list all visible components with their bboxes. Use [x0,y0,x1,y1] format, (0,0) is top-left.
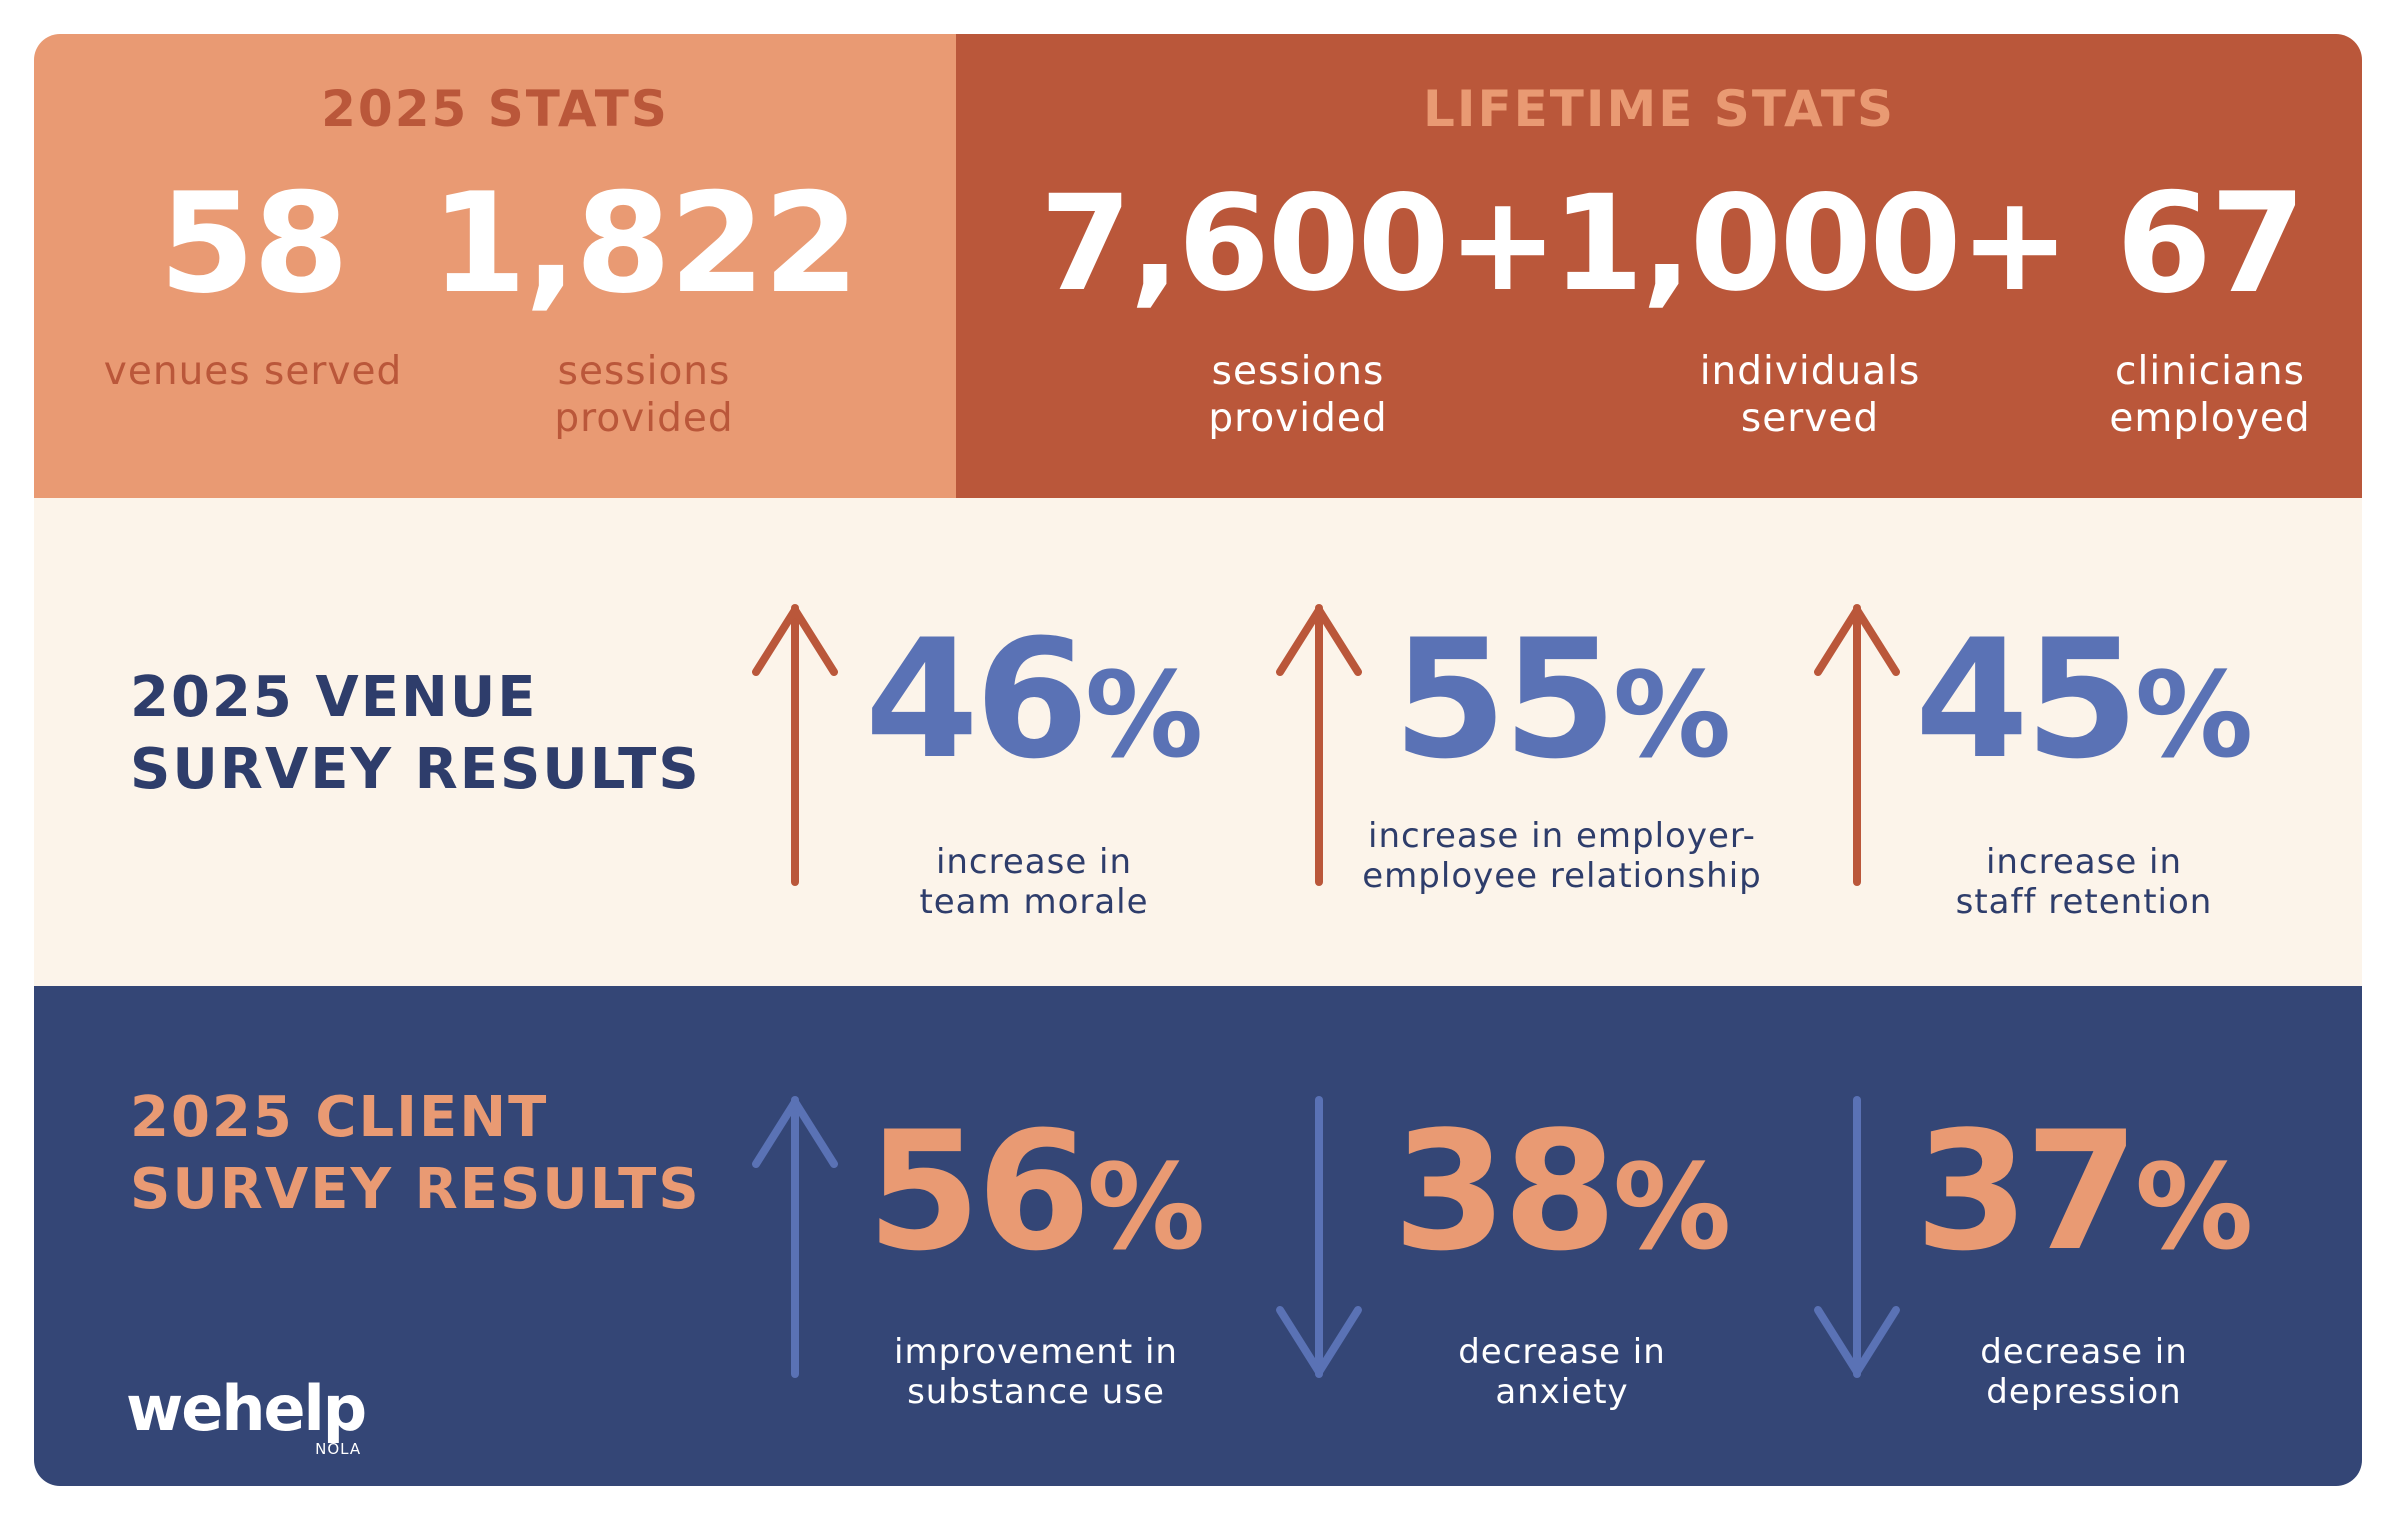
arrow-up-icon [750,1094,840,1380]
client-pct-label: decrease in depression [1980,1332,2188,1412]
pct-sign: % [1613,1138,1732,1276]
stat-value: 1,822 [430,163,860,324]
stat-value: 67 [2115,163,2306,324]
stat-label: venues served [103,349,403,394]
venue-survey-title-line2: SURVEY RESULTS [130,737,701,802]
venue-survey-band: 2025 VENUE SURVEY RESULTS 46% increase i… [34,498,2362,986]
pct-number: 45 [1914,604,2139,795]
logo-wordmark: wehelp [126,1372,367,1445]
client-pct-value: 56% [867,1110,1205,1289]
stats-2025-title: 2025 STATS [321,80,669,138]
pct-number: 56 [866,1096,1091,1287]
venue-pct-value: 46% [865,618,1203,797]
lifetime-stats-title: LIFETIME STATS [1423,80,1895,138]
pct-sign: % [2135,646,2254,784]
venue-survey-title: 2025 VENUE SURVEY RESULTS [130,662,701,806]
client-pct-value: 37% [1915,1110,2253,1289]
stat-label: clinicians employed [2109,349,2311,441]
client-survey-title-line2: SURVEY RESULTS [130,1157,701,1222]
logo-subtext: NOLA [315,1440,362,1458]
pct-number: 46 [864,604,1089,795]
arrow-up-icon [750,602,840,888]
stat-value: 7,600+ [1039,167,1558,321]
arrow-up-icon [1812,602,1902,888]
stat-label: sessions provided [554,349,734,441]
top-stats-band: 2025 STATS 58 venues served 1,822 sessio… [34,34,2362,498]
client-survey-band: 2025 CLIENT SURVEY RESULTS 56% improveme… [34,986,2362,1486]
stats-2025-panel: 2025 STATS 58 venues served 1,822 sessio… [34,34,956,498]
pct-number: 38 [1392,1096,1617,1287]
venue-pct-label: increase in staff retention [1955,842,2213,922]
pct-sign: % [1613,646,1732,784]
client-pct-value: 38% [1393,1110,1731,1289]
stat-value: 58 [158,163,349,324]
pct-sign: % [1085,646,1204,784]
client-pct-label: decrease in anxiety [1458,1332,1666,1412]
arrow-down-icon [1274,1094,1364,1380]
pct-number: 37 [1914,1096,2139,1287]
stat-label: individuals served [1699,349,1921,441]
venue-survey-title-line1: 2025 VENUE [130,665,538,730]
arrow-up-icon [1274,602,1364,888]
pct-number: 55 [1392,604,1617,795]
wehelp-logo: wehelp NOLA [126,1372,367,1459]
client-survey-title: 2025 CLIENT SURVEY RESULTS [130,1082,701,1226]
stat-label: sessions provided [1208,349,1388,441]
pct-sign: % [2135,1138,2254,1276]
pct-sign: % [1087,1138,1206,1276]
lifetime-stats-panel: LIFETIME STATS 7,600+ sessions provided … [956,34,2362,498]
venue-pct-value: 45% [1915,618,2253,797]
client-survey-title-line1: 2025 CLIENT [130,1085,549,1150]
client-pct-label: improvement in substance use [894,1332,1178,1412]
arrow-down-icon [1812,1094,1902,1380]
venue-pct-value: 55% [1393,618,1731,797]
stat-value: 1,000+ [1551,167,2070,321]
venue-pct-label: increase in employer-employee relationsh… [1362,816,1762,896]
venue-pct-label: increase in team morale [919,842,1149,922]
infographic-card: 2025 STATS 58 venues served 1,822 sessio… [34,34,2362,1486]
